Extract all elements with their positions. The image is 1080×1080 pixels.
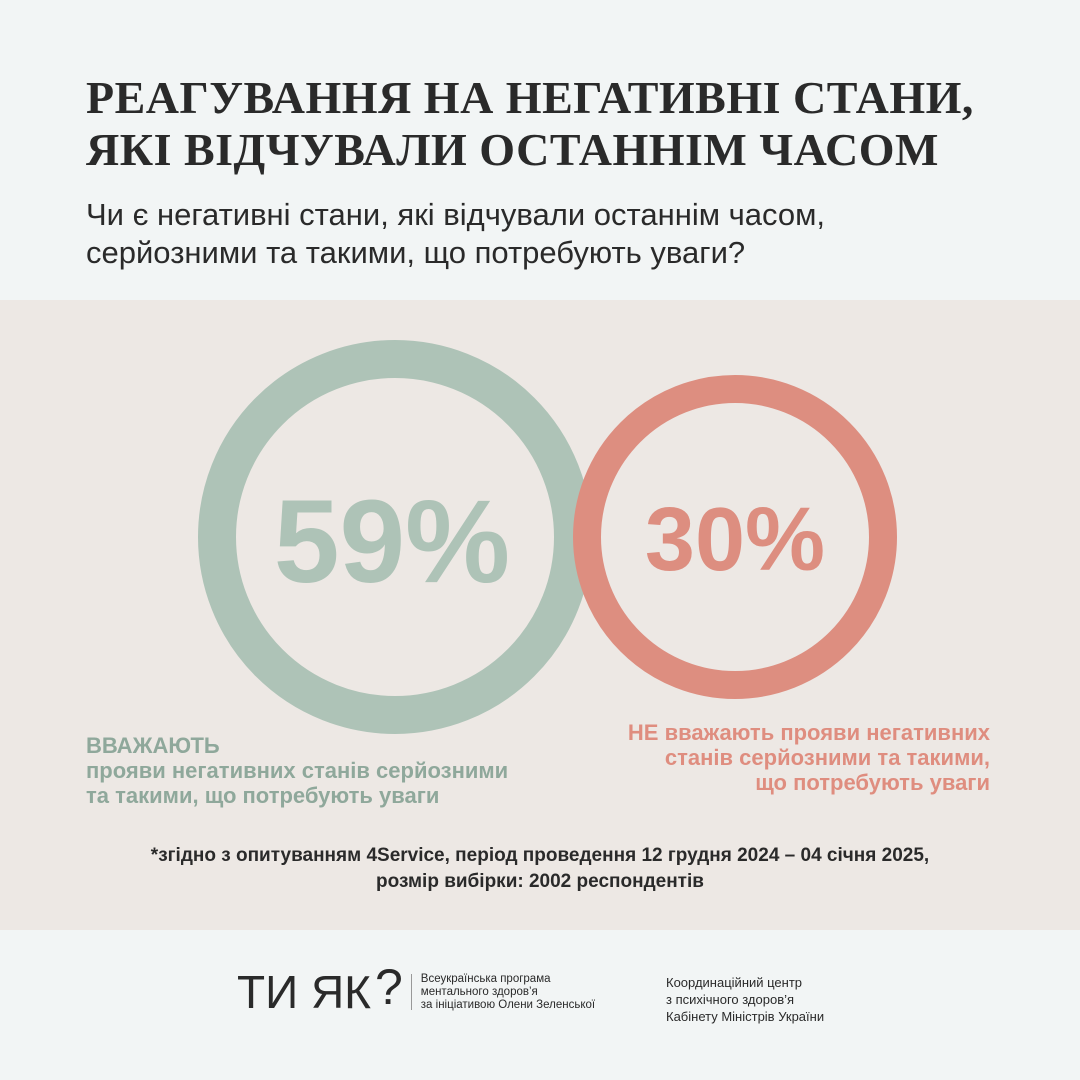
value-label-agree: 59% xyxy=(274,476,510,608)
program-line: ментального здоров’я xyxy=(420,985,538,998)
source-note-line: *згідно з опитуванням 4Service, період п… xyxy=(150,845,930,866)
program-text: Всеукраїнська програма ментального здоро… xyxy=(421,973,595,1012)
label-agree-line: та такими, що потребують уваги xyxy=(86,783,440,808)
page-title: РЕАГУВАННЯ НА НЕГАТИВНІ СТАНИ, ЯКІ ВІДЧУ… xyxy=(86,72,1046,176)
subtitle-line: серйозними та такими, що потребують уваг… xyxy=(86,235,746,270)
logo-question-mark-icon: ? xyxy=(374,959,403,1015)
label-disagree: НЕ вважають прояви негативних станів сер… xyxy=(628,720,990,795)
coordinator-line: з психічного здоров’я xyxy=(666,992,795,1007)
label-disagree-line: що потребують уваги xyxy=(755,770,990,795)
page-subtitle: Чи є негативні стани, які відчували оста… xyxy=(86,196,1046,272)
ring-disagree xyxy=(573,375,897,699)
program-line: Всеукраїнська програма xyxy=(420,972,551,985)
label-agree-line: прояви негативних станів серйозними xyxy=(86,758,509,783)
value-label-disagree: 30% xyxy=(645,490,825,590)
title-line: РЕАГУВАННЯ НА НЕГАТИВНІ СТАНИ, xyxy=(86,72,974,123)
label-disagree-line: станів серйозними та такими, xyxy=(664,745,990,770)
logo-text: ТИ ЯК xyxy=(237,966,371,1018)
source-note-line: розмір вибірки: 2002 респондентів xyxy=(376,871,704,892)
source-note: *згідно з опитуванням 4Service, період п… xyxy=(0,843,1080,895)
label-agree-head: ВВАЖАЮТЬ xyxy=(86,733,220,758)
footer-divider xyxy=(410,974,412,1010)
coordinator-text: Координаційний центр з психічного здоров… xyxy=(666,974,824,1025)
program-line: за ініціативою Олени Зеленської xyxy=(420,998,596,1011)
label-disagree-line: НЕ вважають прояви негативних xyxy=(627,720,990,745)
coordinator-line: Координаційний центр xyxy=(666,975,803,990)
subtitle-line: Чи є негативні стани, які відчували оста… xyxy=(86,197,826,232)
footer-logo-block: ТИ ЯК ? Всеукраїнська програма ментально… xyxy=(237,962,595,1022)
title-line: ЯКІ ВІДЧУВАЛИ ОСТАННІМ ЧАСОМ xyxy=(86,124,939,175)
label-agree: ВВАЖАЮТЬ прояви негативних станів серйоз… xyxy=(86,733,508,808)
coordinator-line: Кабінету Міністрів України xyxy=(666,1009,825,1024)
